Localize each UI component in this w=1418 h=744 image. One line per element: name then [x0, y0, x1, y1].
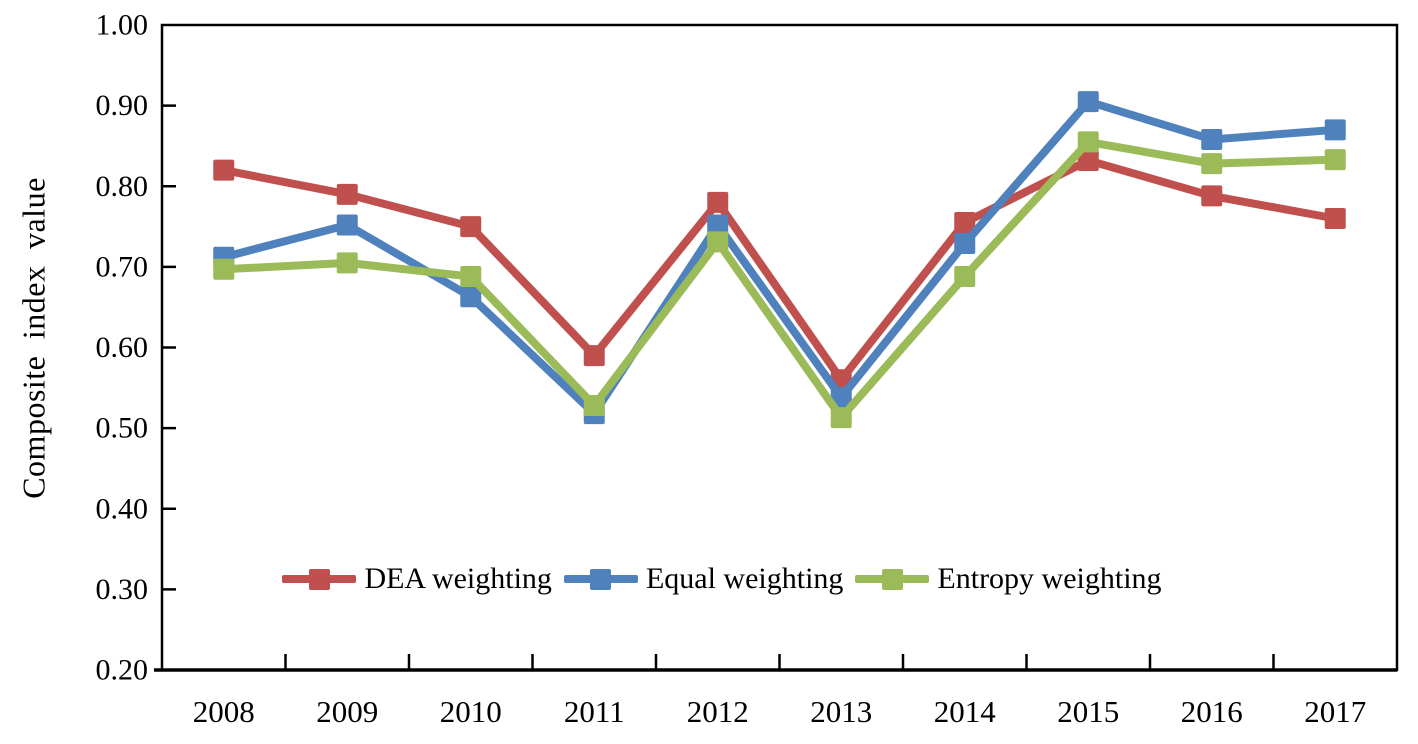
- legend-label-equal-weighting: Equal weighting: [645, 562, 844, 595]
- legend-swatch-equal-weighting: [563, 567, 638, 591]
- x-tick-label: 2014: [934, 694, 997, 729]
- marker-entropy-weighting-2009: [336, 252, 358, 274]
- y-tick-label: 0.80: [96, 170, 149, 203]
- x-tick-label: 2010: [440, 694, 502, 729]
- marker-equal-weighting-2012: [707, 214, 729, 236]
- legend-square-marker-icon: [308, 568, 330, 590]
- marker-entropy-weighting-2016: [1201, 153, 1223, 175]
- x-tick-label: 2016: [1181, 694, 1243, 729]
- series-line-equal-weighting: [222, 97, 1336, 418]
- legend-item-equal-weighting: Equal weighting: [563, 562, 844, 596]
- legend-swatch-dea-weighting: [282, 567, 357, 591]
- legend-square-marker-icon: [590, 568, 612, 590]
- y-tick-label: 1.00: [96, 9, 149, 42]
- series-line-dea-weighting: [222, 156, 1336, 384]
- marker-dea-weighting-2016: [1201, 185, 1223, 207]
- marker-dea-weighting-2017: [1324, 208, 1346, 229]
- marker-dea-weighting-2015: [1077, 149, 1099, 171]
- x-tick-label: 2013: [810, 694, 872, 729]
- legend-item-entropy-weighting: Entropy weighting: [855, 562, 1162, 596]
- legend-label-entropy-weighting: Entropy weighting: [937, 562, 1162, 595]
- marker-dea-weighting-2014: [954, 212, 976, 234]
- y-tick-label: 0.30: [96, 573, 149, 606]
- marker-entropy-weighting-2008: [213, 258, 235, 280]
- marker-dea-weighting-2010: [460, 216, 482, 238]
- x-tick-label: 2011: [564, 694, 625, 729]
- marker-dea-weighting-2009: [336, 183, 358, 205]
- marker-entropy-weighting-2011: [583, 395, 605, 417]
- x-tick-label: 2009: [316, 694, 378, 729]
- marker-equal-weighting-2009: [336, 214, 358, 236]
- marker-equal-weighting-2016: [1201, 128, 1223, 150]
- marker-equal-weighting-2013: [830, 386, 852, 408]
- legend-swatch-entropy-weighting: [855, 567, 930, 591]
- x-axis-ticks: 2008 2009 2010 2011 2012 2013 2014 2015 2016 2017: [193, 654, 1366, 729]
- y-tick-label: 0.40: [96, 492, 149, 525]
- y-tick-label: 0.20: [96, 654, 149, 687]
- marker-entropy-weighting-2013: [830, 407, 852, 429]
- y-tick-label: 0.60: [96, 331, 149, 364]
- marker-dea-weighting-2012: [707, 191, 729, 213]
- series-entropy-weighting: [213, 131, 1346, 429]
- x-tick-label: 2012: [687, 694, 749, 729]
- marker-dea-weighting-2011: [583, 345, 605, 367]
- x-tick-label: 2017: [1304, 694, 1366, 729]
- y-axis-ticks: 0.20 0.30 0.40 0.50 0.60 0.70 0.80 0.90 1.00: [96, 9, 176, 687]
- marker-dea-weighting-2008: [213, 159, 235, 181]
- marker-equal-weighting-2015: [1077, 91, 1099, 113]
- marker-equal-weighting-2014: [954, 232, 976, 254]
- marker-equal-weighting-2017: [1324, 119, 1346, 141]
- series-equal-weighting: [213, 91, 1346, 425]
- x-tick-label: 2015: [1057, 694, 1119, 729]
- legend-label-dea-weighting: DEA weighting: [364, 562, 552, 595]
- marker-entropy-weighting-2017: [1324, 149, 1346, 171]
- marker-equal-weighting-2010: [460, 286, 482, 308]
- y-axis-title: Composite index value: [15, 177, 52, 499]
- marker-entropy-weighting-2015: [1077, 131, 1099, 153]
- x-tick-label: 2008: [193, 694, 255, 729]
- legend-square-marker-icon: [881, 568, 903, 590]
- marker-entropy-weighting-2014: [954, 266, 976, 288]
- legend-item-dea-weighting: DEA weighting: [282, 562, 552, 596]
- y-tick-label: 0.90: [96, 89, 149, 122]
- marker-entropy-weighting-2010: [460, 266, 482, 288]
- legend: DEA weighting Equal weighting Entropy weig…: [162, 562, 1282, 596]
- y-tick-label: 0.70: [96, 250, 149, 283]
- y-tick-label: 0.50: [96, 412, 149, 445]
- marker-entropy-weighting-2012: [707, 231, 729, 253]
- series-line-entropy-weighting: [223, 137, 1336, 422]
